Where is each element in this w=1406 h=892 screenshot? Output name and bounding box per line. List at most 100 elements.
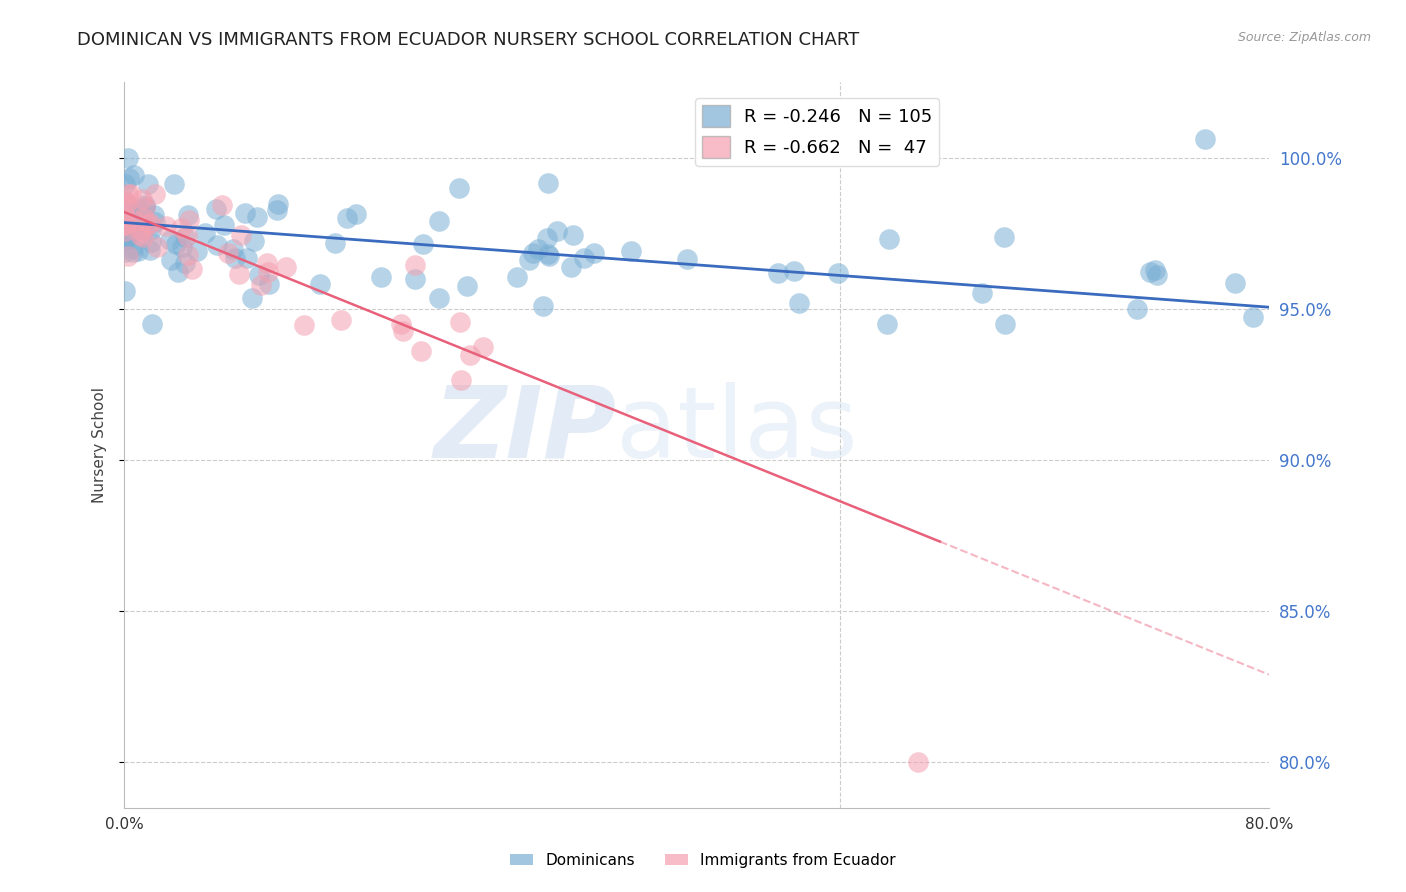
Point	[120, 216, 142, 230]
Point	[1241, 310, 1264, 325]
Point	[132, 211, 155, 225]
Point	[117, 151, 139, 165]
Point	[447, 181, 470, 195]
Point	[118, 204, 141, 219]
Point	[233, 206, 256, 220]
Point	[166, 237, 188, 252]
Point	[176, 228, 198, 243]
Point	[404, 258, 426, 272]
Point	[224, 251, 246, 265]
Point	[139, 216, 162, 230]
Point	[427, 292, 450, 306]
Point	[582, 245, 605, 260]
Point	[114, 244, 136, 259]
Point	[517, 252, 540, 267]
Point	[115, 231, 138, 245]
Point	[531, 299, 554, 313]
Point	[879, 232, 901, 246]
Point	[1125, 302, 1147, 317]
Y-axis label: Nursery School: Nursery School	[93, 387, 107, 503]
Point	[344, 207, 367, 221]
Point	[522, 246, 544, 260]
Point	[675, 252, 697, 266]
Point	[787, 296, 810, 310]
Point	[257, 265, 280, 279]
Point	[114, 200, 136, 214]
Point	[167, 265, 190, 279]
Point	[370, 270, 392, 285]
Point	[131, 230, 153, 244]
Point	[572, 251, 595, 265]
Point	[114, 218, 136, 232]
Point	[131, 224, 153, 238]
Point	[993, 230, 1015, 244]
Point	[114, 233, 136, 247]
Point	[176, 209, 198, 223]
Point	[228, 267, 250, 281]
Point	[134, 200, 156, 214]
Point	[128, 227, 150, 242]
Text: atlas: atlas	[616, 382, 858, 479]
Point	[173, 229, 195, 244]
Point	[450, 373, 472, 387]
Point	[266, 202, 288, 217]
Point	[970, 285, 993, 300]
Point	[292, 318, 315, 333]
Point	[121, 241, 143, 255]
Point	[124, 224, 146, 238]
Point	[143, 208, 166, 222]
Point	[163, 178, 186, 192]
Point	[141, 317, 163, 331]
Point	[128, 202, 150, 216]
Point	[217, 245, 239, 260]
Point	[907, 756, 929, 770]
Point	[994, 317, 1017, 331]
Point	[783, 264, 806, 278]
Point	[456, 278, 478, 293]
Point	[177, 248, 200, 262]
Point	[114, 205, 136, 219]
Point	[536, 231, 558, 245]
Point	[308, 277, 330, 291]
Point	[114, 224, 136, 238]
Point	[449, 315, 471, 329]
Point	[460, 348, 482, 362]
Point	[114, 194, 136, 208]
Point	[122, 218, 145, 232]
Point	[141, 223, 163, 237]
Point	[146, 240, 169, 254]
Point	[159, 234, 181, 248]
Point	[114, 227, 136, 241]
Point	[249, 268, 271, 282]
Point	[536, 176, 558, 190]
Point	[114, 178, 136, 192]
Point	[132, 223, 155, 237]
Point	[173, 256, 195, 270]
Point	[115, 195, 138, 210]
Point	[207, 237, 229, 252]
Point	[159, 253, 181, 268]
Point	[127, 214, 149, 228]
Point	[267, 197, 290, 211]
Point	[117, 249, 139, 263]
Point	[138, 217, 160, 231]
Point	[118, 170, 141, 185]
Point	[236, 252, 259, 266]
Point	[242, 235, 264, 249]
Point	[117, 186, 139, 201]
Point	[139, 243, 162, 257]
Point	[537, 249, 560, 263]
Point	[131, 192, 153, 206]
Text: Source: ZipAtlas.com: Source: ZipAtlas.com	[1237, 31, 1371, 45]
Point	[124, 168, 146, 182]
Point	[205, 202, 228, 217]
Point	[114, 224, 136, 238]
Point	[1194, 132, 1216, 146]
Point	[117, 230, 139, 244]
Point	[336, 211, 359, 225]
Point	[114, 230, 136, 244]
Point	[546, 224, 568, 238]
Point	[429, 214, 451, 228]
Point	[115, 214, 138, 228]
Point	[114, 285, 136, 299]
